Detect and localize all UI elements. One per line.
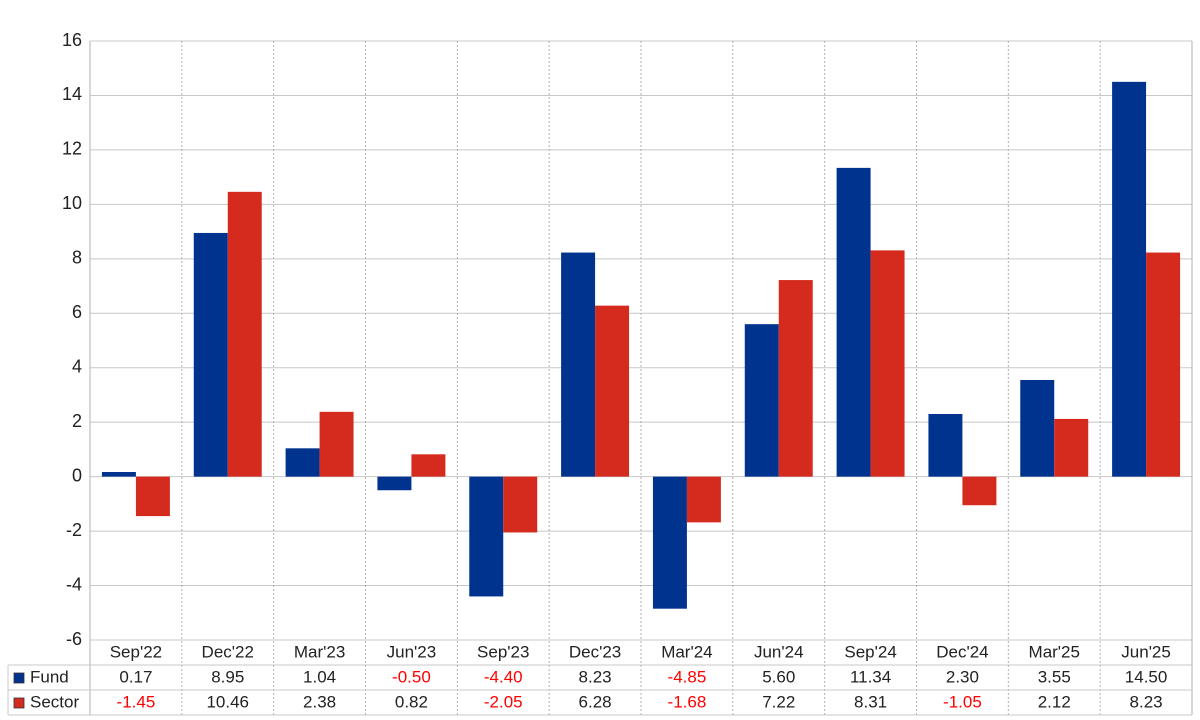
table-value: 5.60 <box>762 667 795 686</box>
bar <box>652 476 687 609</box>
bar <box>319 411 354 477</box>
bar <box>135 476 170 517</box>
table-value: 0.82 <box>395 692 428 711</box>
table-value: 0.17 <box>119 667 152 686</box>
legend-swatch <box>13 672 25 684</box>
x-tick-label: Sep'24 <box>844 642 896 661</box>
table-value: -1.05 <box>943 692 982 711</box>
bar <box>193 232 228 477</box>
bar <box>836 167 871 477</box>
table-value: 7.22 <box>762 692 795 711</box>
table-value: 2.38 <box>303 692 336 711</box>
table-value: 6.28 <box>579 692 612 711</box>
x-tick-label: Jun'25 <box>1121 642 1171 661</box>
y-tick-label: -4 <box>66 574 82 594</box>
table-value: -2.05 <box>484 692 523 711</box>
legend-label: Sector <box>30 692 79 711</box>
y-tick-label: 4 <box>72 356 82 376</box>
bar <box>1146 252 1181 477</box>
y-tick-label: 8 <box>72 248 82 268</box>
x-tick-label: Dec'22 <box>202 642 254 661</box>
bar <box>1054 418 1089 477</box>
table-value: 11.34 <box>850 667 891 686</box>
bar <box>285 448 320 477</box>
bar <box>870 250 905 477</box>
y-tick-label: 10 <box>62 193 82 213</box>
y-tick-label: 14 <box>62 84 82 104</box>
bar <box>561 252 596 477</box>
bar <box>962 476 997 506</box>
y-tick-label: 6 <box>72 302 82 322</box>
x-tick-label: Dec'23 <box>569 642 621 661</box>
table-value: 2.12 <box>1038 692 1071 711</box>
x-tick-label: Jun'24 <box>754 642 804 661</box>
x-tick-label: Mar'25 <box>1029 642 1080 661</box>
bar <box>227 191 262 477</box>
y-tick-label: 12 <box>62 139 82 159</box>
table-value: -4.85 <box>668 667 707 686</box>
x-tick-label: Mar'23 <box>294 642 345 661</box>
table-value: 8.23 <box>1130 692 1163 711</box>
y-tick-label: 16 <box>62 30 82 50</box>
y-tick-label: -6 <box>66 629 82 649</box>
table-value: 8.95 <box>211 667 244 686</box>
table-value: 8.31 <box>854 692 887 711</box>
bar <box>503 476 538 533</box>
x-tick-label: Sep'22 <box>110 642 162 661</box>
y-tick-label: 2 <box>72 411 82 431</box>
legend-label: Fund <box>30 667 69 686</box>
table-value: 8.23 <box>579 667 612 686</box>
bar <box>744 324 779 477</box>
bar <box>1020 379 1055 477</box>
x-tick-label: Sep'23 <box>477 642 529 661</box>
bar <box>928 414 963 477</box>
x-tick-label: Mar'24 <box>661 642 712 661</box>
table-value: 1.04 <box>303 667 336 686</box>
bar <box>686 476 721 523</box>
legend-swatch <box>13 697 25 709</box>
x-tick-label: Dec'24 <box>936 642 988 661</box>
table-value: -4.40 <box>484 667 523 686</box>
table-value: -1.68 <box>668 692 707 711</box>
bar <box>377 476 412 491</box>
table-value: 2.30 <box>946 667 979 686</box>
bar <box>411 454 446 477</box>
bar <box>101 472 136 477</box>
y-tick-label: -2 <box>66 520 82 540</box>
y-tick-label: 0 <box>72 465 82 485</box>
bar <box>595 305 630 477</box>
bar <box>1112 81 1147 477</box>
bar <box>778 280 813 477</box>
bar <box>469 476 504 597</box>
table-value: 14.50 <box>1125 667 1168 686</box>
table-value: 3.55 <box>1038 667 1071 686</box>
table-value: -1.45 <box>117 692 156 711</box>
x-tick-label: Jun'23 <box>387 642 437 661</box>
table-value: -0.50 <box>392 667 431 686</box>
table-value: 10.46 <box>206 692 249 711</box>
